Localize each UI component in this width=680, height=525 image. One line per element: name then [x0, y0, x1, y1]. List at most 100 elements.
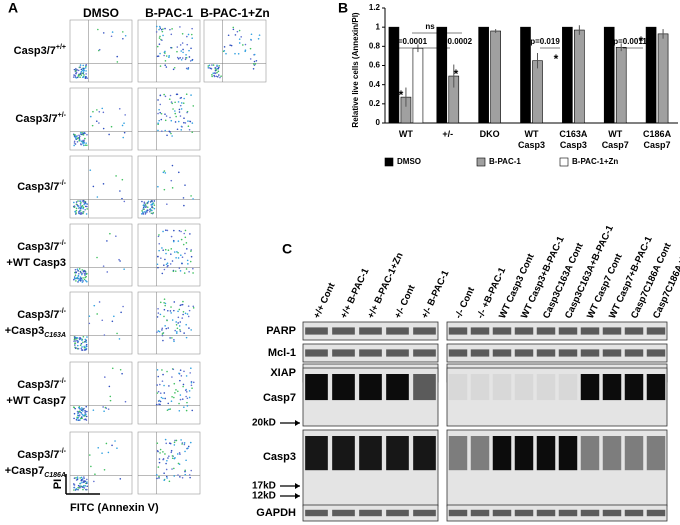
- dot: [111, 444, 113, 447]
- dot: [116, 447, 118, 449]
- dot: [176, 330, 178, 333]
- dot: [164, 304, 166, 307]
- dot: [77, 200, 79, 202]
- dot: [165, 442, 168, 445]
- dot: [183, 272, 186, 274]
- dot: [73, 142, 76, 144]
- dot: [157, 235, 160, 238]
- dot: [76, 76, 79, 79]
- dot: [161, 380, 164, 382]
- dot: [168, 56, 170, 59]
- dot: [84, 415, 86, 417]
- blot-band: [624, 327, 644, 335]
- row-label-text: +Casp7: [5, 465, 44, 477]
- dot: [216, 71, 218, 74]
- dot: [121, 197, 123, 200]
- dot: [169, 131, 171, 133]
- blot-band: [386, 374, 409, 401]
- dot: [220, 75, 222, 77]
- dot: [143, 205, 146, 208]
- dot: [104, 376, 106, 378]
- dot: [75, 271, 77, 273]
- dot: [80, 143, 83, 146]
- dot: [156, 55, 159, 58]
- dot: [79, 486, 81, 489]
- row-label-sup: -/-: [59, 180, 66, 187]
- dot: [75, 488, 78, 490]
- dot: [159, 65, 162, 67]
- dot: [212, 72, 215, 75]
- dot: [158, 475, 160, 478]
- blot-label: Casp3: [263, 451, 296, 463]
- dot: [79, 200, 82, 202]
- blot-band: [492, 349, 512, 357]
- dot: [74, 407, 76, 410]
- dot: [77, 488, 79, 491]
- dot: [85, 343, 88, 346]
- dot: [209, 67, 212, 70]
- dot: [181, 57, 184, 59]
- dot: [179, 26, 181, 28]
- dot: [142, 211, 144, 213]
- blot-band: [624, 349, 644, 357]
- dot: [185, 391, 188, 393]
- dot: [88, 322, 91, 325]
- dot: [158, 242, 161, 245]
- blot-band: [580, 327, 600, 335]
- dot: [73, 74, 75, 76]
- dot: [84, 412, 86, 414]
- dot: [163, 268, 166, 271]
- dot: [82, 481, 85, 483]
- y-tick-label: 0.4: [369, 80, 381, 89]
- dot: [82, 277, 84, 279]
- dot: [181, 476, 184, 479]
- dot: [73, 201, 75, 204]
- dot: [82, 207, 84, 210]
- dot: [73, 406, 76, 409]
- dot: [83, 476, 85, 478]
- dot: [84, 341, 86, 343]
- dot: [79, 204, 82, 206]
- dot: [172, 108, 174, 110]
- dot: [182, 300, 184, 303]
- size-marker: 12kD: [252, 491, 276, 502]
- dot: [78, 139, 81, 142]
- dot: [159, 400, 162, 403]
- dot: [172, 270, 175, 273]
- dot: [91, 124, 94, 127]
- dot: [214, 72, 217, 74]
- dot: [176, 128, 179, 131]
- dot: [250, 38, 252, 41]
- dot: [83, 142, 86, 144]
- dot: [164, 129, 166, 132]
- dot: [182, 51, 184, 54]
- dot-plot-frame: [137, 291, 201, 355]
- dot: [174, 110, 176, 112]
- dot: [76, 69, 78, 71]
- dot: [158, 249, 160, 252]
- dot: [84, 418, 87, 421]
- dot: [119, 368, 122, 371]
- row-label-text: Casp3/7: [15, 113, 57, 125]
- dot: [74, 342, 77, 345]
- dot: [113, 315, 115, 318]
- dot: [190, 250, 192, 252]
- dot: [78, 210, 80, 213]
- dot: [181, 126, 183, 128]
- dot: [168, 442, 171, 444]
- dot: [150, 212, 153, 215]
- blot-band: [305, 349, 328, 357]
- dot: [102, 183, 105, 185]
- dot: [258, 34, 261, 36]
- dot: [157, 308, 159, 310]
- row-label: +WT Casp3: [6, 257, 66, 269]
- dot: [158, 37, 161, 39]
- dot: [188, 49, 190, 52]
- size-marker: 20kD: [252, 418, 276, 429]
- blot-band: [646, 327, 666, 335]
- blot-strip: [446, 343, 668, 363]
- dot: [118, 258, 120, 261]
- blot-band: [514, 436, 534, 471]
- dot: [80, 74, 83, 76]
